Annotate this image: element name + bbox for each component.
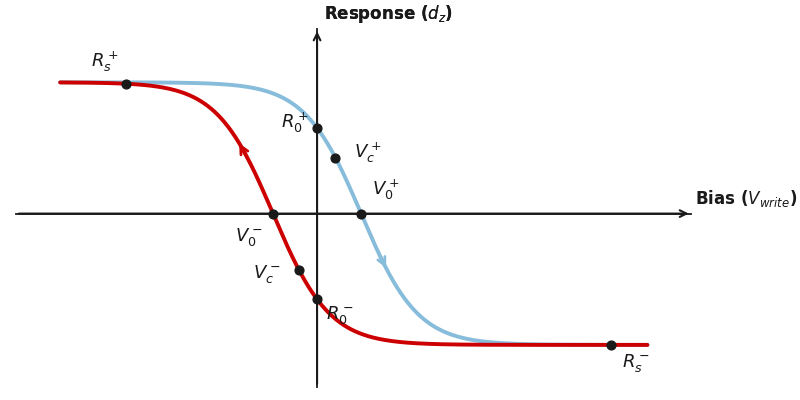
Text: Response ($d_z$): Response ($d_z$) <box>325 3 454 25</box>
Point <box>310 296 323 302</box>
Text: $R_s^+$: $R_s^+$ <box>91 50 119 74</box>
Point <box>120 80 133 87</box>
Text: $V_0^-$: $V_0^-$ <box>234 226 262 248</box>
Text: $V_c^-$: $V_c^-$ <box>253 263 280 285</box>
Text: $R_0^-$: $R_0^-$ <box>326 304 354 326</box>
Text: $V_c^+$: $V_c^+$ <box>354 141 381 165</box>
Point <box>604 342 617 348</box>
Point <box>266 210 279 217</box>
Point <box>310 125 323 131</box>
Point <box>292 266 305 273</box>
Point <box>329 154 342 161</box>
Text: $R_s^-$: $R_s^-$ <box>622 352 649 374</box>
Text: Bias ($V_{write}$): Bias ($V_{write}$) <box>695 188 798 209</box>
Text: Response ($\mathit{d_z}$): Response ($\mathit{d_z}$) <box>325 3 454 25</box>
Text: $V_0^+$: $V_0^+$ <box>372 177 399 202</box>
Point <box>354 210 367 217</box>
Text: $R_0^+$: $R_0^+$ <box>281 111 308 135</box>
